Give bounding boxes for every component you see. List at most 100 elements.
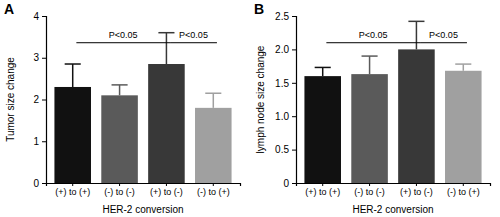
bar: [304, 76, 341, 183]
tick-label: 2.5: [275, 11, 289, 22]
figure: 0 1 2 3 4 (+) to (+) (-) to (-) (+) to (-) (-) t…: [0, 0, 500, 217]
error-stem: [213, 93, 215, 108]
tick-mark: [416, 183, 417, 186]
panel-label: A: [4, 1, 14, 17]
tick-mark: [292, 16, 296, 17]
y-tick: 1: [33, 136, 46, 147]
x-axis: (+) to (+) (-) to (-) (+) to (-) (-) to (+): [47, 183, 241, 197]
tick-label: 2.0: [275, 44, 289, 55]
tick-mark: [292, 116, 296, 117]
significance-line: [420, 42, 467, 43]
tick-mark: [292, 183, 296, 184]
axis-line: [47, 184, 241, 187]
panel-label: B: [254, 1, 264, 17]
tick-mark: [292, 49, 296, 50]
significance-label: P<0.05: [429, 30, 458, 40]
error-cap: [112, 84, 128, 86]
error-stem: [72, 64, 74, 87]
error-bar: [112, 85, 128, 95]
tick-mark: [72, 183, 73, 186]
x-tick: (+) to (+): [55, 183, 90, 197]
x-tick: (+) to (-): [150, 183, 183, 197]
bar: [195, 108, 232, 183]
panel: 0 1 2 3 4 (+) to (+) (-) to (-) (+) to (-) (-) t…: [5, 11, 241, 215]
error-bar: [65, 64, 81, 87]
tick-mark: [292, 83, 296, 84]
error-cap: [455, 63, 471, 65]
tick-mark: [166, 183, 167, 186]
y-tick: 2.0: [275, 44, 296, 55]
y-axis: 0 1 2 3 4: [33, 11, 46, 189]
x-tick: (+) to (-): [400, 183, 433, 197]
tick-label: 3: [33, 52, 39, 63]
tick-label: 0: [283, 178, 289, 189]
y-tick: 0: [283, 178, 296, 189]
y-axis-title: Tumor size change: [5, 57, 16, 142]
y-tick: 0: [33, 178, 46, 189]
tick-label: 1: [33, 136, 39, 147]
error-cap: [315, 67, 331, 69]
error-bar: [362, 56, 378, 74]
bar: [398, 49, 435, 183]
tick-mark: [292, 150, 296, 151]
tick-mark: [42, 183, 46, 184]
plot-area: [304, 21, 481, 183]
axis-line: [292, 17, 297, 184]
error-cap: [158, 32, 174, 34]
axis-line: [42, 17, 47, 184]
tick-mark: [42, 141, 46, 142]
plot-area: [54, 33, 231, 183]
significance-line: [326, 42, 420, 43]
x-tick: (-) to (+): [197, 183, 230, 197]
error-bar: [408, 21, 424, 49]
tick-label: (-) to (-): [354, 187, 385, 197]
error-bar: [455, 64, 471, 71]
tick-label: 2: [33, 94, 39, 105]
axis-line: [297, 184, 491, 187]
error-stem: [166, 33, 168, 64]
x-tick: (+) to (+): [305, 183, 340, 197]
tick-label: 0: [33, 178, 39, 189]
y-tick: 4: [33, 11, 46, 22]
y-tick: 1.5: [275, 78, 296, 89]
error-stem: [416, 21, 418, 49]
y-tick: 1.0: [275, 111, 296, 122]
tick-label: (+) to (-): [400, 187, 433, 197]
tick-label: (+) to (+): [305, 187, 340, 197]
panel: 0 0.5 1.0 1.5 2.0 2.5 (+) to (+) (-) to (-) (+) …: [255, 11, 491, 215]
tick-label: (-) to (+): [447, 187, 480, 197]
tick-label: (-) to (-): [104, 187, 134, 197]
bar: [148, 64, 185, 183]
tick-mark: [322, 183, 323, 186]
tick-mark: [42, 100, 46, 101]
tick-mark: [213, 183, 214, 186]
tick-mark: [463, 183, 464, 186]
error-stem: [463, 64, 465, 71]
y-tick: 2.5: [275, 11, 296, 22]
tick-label: (-) to (+): [197, 187, 230, 197]
tick-label: 1.5: [275, 78, 289, 89]
tick-label: 1.0: [275, 111, 289, 122]
bar: [54, 87, 91, 183]
tick-label: 4: [33, 11, 39, 22]
error-cap: [408, 21, 424, 23]
bar: [445, 71, 482, 183]
bar: [101, 95, 138, 183]
significance-label: P<0.05: [179, 30, 208, 40]
x-tick: (-) to (-): [104, 183, 134, 197]
error-stem: [119, 85, 121, 95]
y-tick: 2: [33, 94, 46, 105]
tick-mark: [42, 16, 46, 17]
x-axis-title: HER-2 conversion: [102, 204, 183, 215]
y-axis: 0 0.5 1.0 1.5 2.0 2.5: [275, 11, 296, 189]
y-tick: 0.5: [275, 144, 296, 155]
significance-label: P<0.05: [109, 30, 138, 40]
error-bar: [315, 67, 331, 76]
tick-label: (+) to (-): [150, 187, 183, 197]
significance-line: [170, 42, 217, 43]
bar: [351, 74, 388, 183]
error-stem: [369, 56, 371, 74]
x-tick: (-) to (-): [354, 183, 385, 197]
tick-mark: [119, 183, 120, 186]
y-axis-title: lymph node size change: [255, 45, 266, 153]
